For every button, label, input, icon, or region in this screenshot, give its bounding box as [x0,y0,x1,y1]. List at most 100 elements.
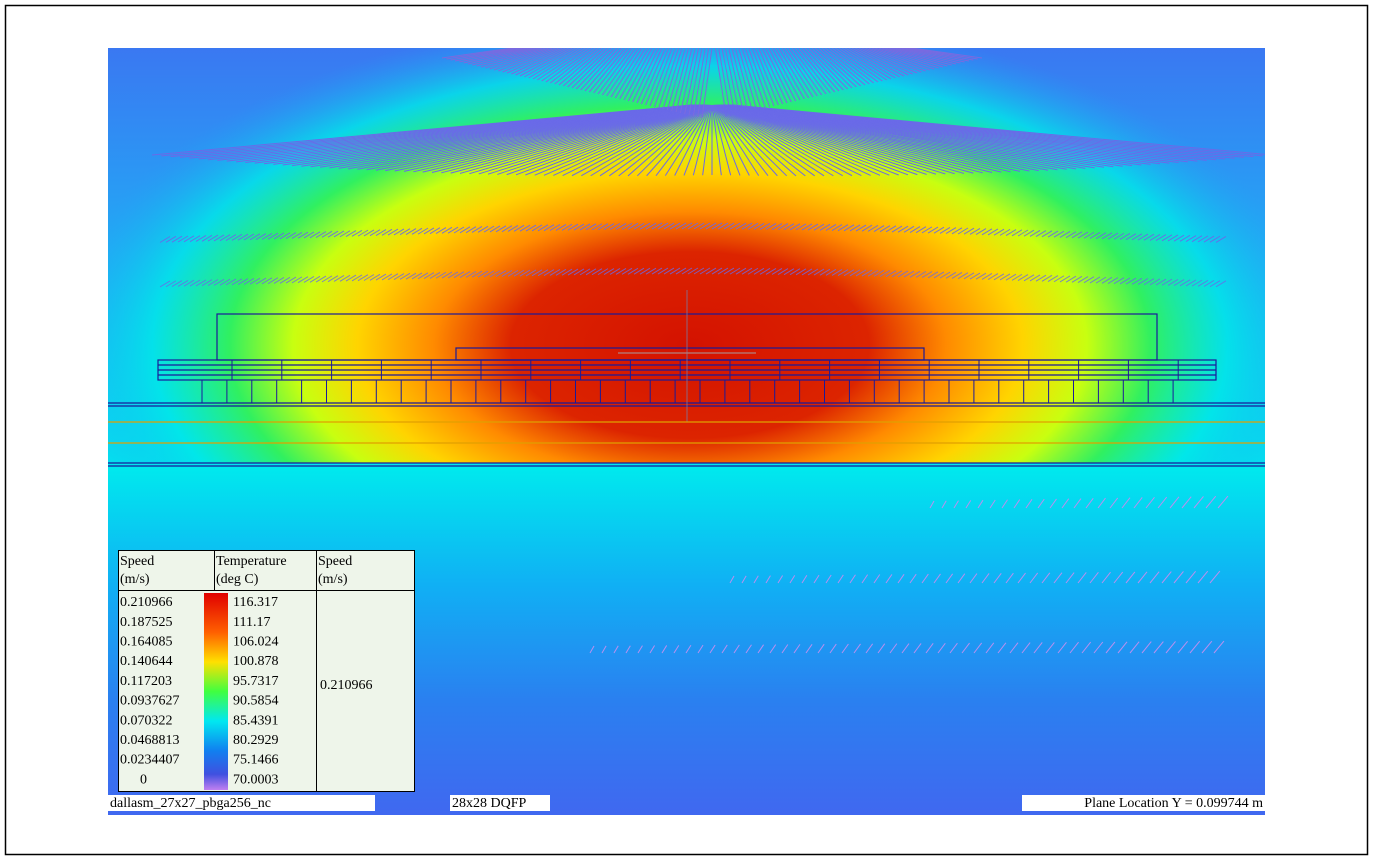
vector [471,226,483,233]
vector [1215,235,1227,243]
vector [865,643,874,654]
vector [885,574,893,584]
vector [1121,497,1131,509]
vector [489,270,501,278]
vector [897,270,909,278]
vector [159,236,171,243]
vector [579,268,591,276]
vector [969,272,981,280]
vector [1131,233,1143,241]
vector [885,225,897,233]
vector [303,231,315,239]
vector [719,104,927,175]
vector [987,273,999,281]
vector [889,643,898,654]
vector [801,223,813,231]
vector [519,48,573,77]
vector [567,223,579,231]
vector [1155,234,1167,242]
vector [1201,640,1213,654]
vector [781,48,814,98]
vector [669,222,681,230]
vector [507,225,519,232]
vector [793,644,801,654]
vector [411,272,423,280]
vector [897,574,905,584]
vector [333,230,345,238]
vector [411,227,423,235]
vector [655,104,711,177]
vector [303,276,315,283]
vector [1157,496,1168,509]
vector [831,224,843,231]
vector [1037,498,1045,509]
vector [459,226,471,234]
vector [1105,641,1116,654]
vector [961,642,970,654]
vector [543,269,555,276]
vector [841,643,849,654]
vector [1089,572,1099,584]
vector [1119,277,1131,285]
vector [712,104,750,176]
model-label-box [108,795,375,811]
vector [633,222,645,230]
vector [731,104,1265,155]
vector [1141,641,1152,654]
vector [469,104,704,175]
vector [987,228,999,236]
vector [718,104,890,176]
vector [525,224,537,232]
vector [195,235,207,242]
vector [729,575,735,584]
vector [963,227,975,235]
vector [567,48,610,88]
vector [562,104,707,176]
vector [837,224,849,232]
vector [363,274,375,281]
max-speed: 0.210966 [320,678,373,693]
vector [771,223,783,230]
vector [789,575,796,584]
vector [1057,641,1067,654]
vector [788,48,823,96]
vector [825,574,832,584]
vector [819,268,831,276]
vector [711,222,723,230]
vector [1033,642,1043,654]
vector [657,222,669,230]
vector [581,104,708,177]
vector [1041,230,1053,238]
vector [1011,273,1023,281]
vector [791,48,827,95]
vector [712,104,741,176]
legend-rows: 0.210966 116.317 0.187525 111.17 0.164085 106… [120,595,279,787]
vector [717,104,871,176]
legend: Speed (m/s) Temperature (deg C) Speed (m… [118,550,415,792]
vector [531,269,543,277]
vector [716,104,853,177]
vector [1047,230,1059,238]
vector [165,280,177,288]
vector [693,267,705,275]
vector [709,644,716,654]
vector [399,272,411,280]
vector [801,268,813,276]
vector [789,223,801,231]
vector [291,276,303,284]
vector [861,48,918,74]
vector [183,279,195,287]
vector [579,223,591,231]
temperature-value: 111.17 [233,615,270,630]
vector [687,222,699,230]
vector [381,228,393,236]
vector [1011,229,1023,237]
vector [723,222,735,230]
vector [483,270,495,278]
vector [1137,571,1148,584]
vector [588,48,626,93]
vector [713,104,778,177]
vector [591,268,603,276]
vector [601,48,636,96]
vector [423,227,435,235]
